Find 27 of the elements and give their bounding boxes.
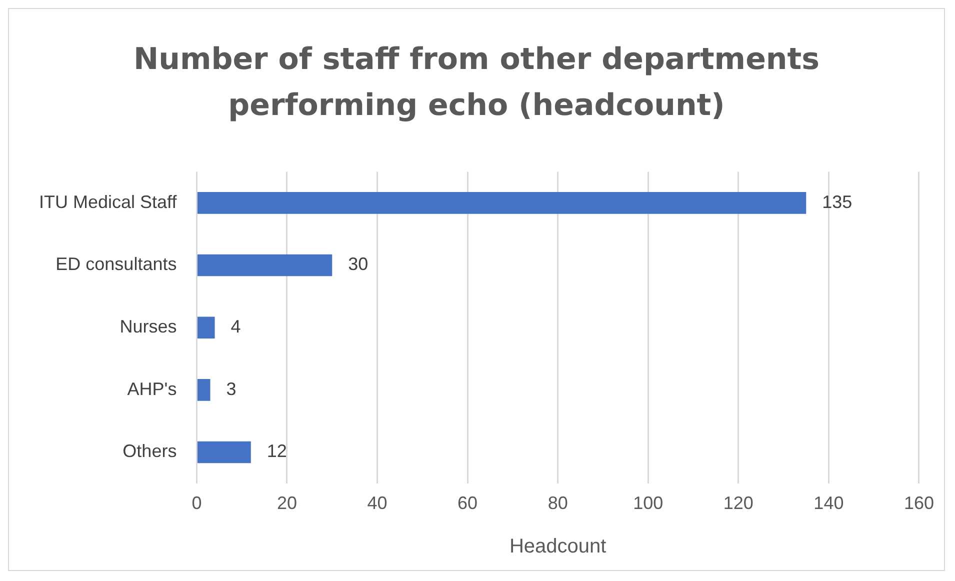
data-label: 30 — [348, 254, 368, 274]
bar — [197, 379, 210, 401]
x-tick-label: 140 — [814, 493, 844, 514]
y-tick-label: Others — [122, 441, 177, 462]
x-tick-label: 80 — [548, 493, 568, 514]
x-tick-label: 100 — [633, 493, 664, 514]
x-axis-title: Headcount — [509, 536, 607, 558]
x-tick-label: 0 — [192, 493, 202, 514]
bar — [197, 254, 332, 276]
chart-title: Number of staff from other departments performing echo (headcount) — [132, 41, 820, 125]
data-label: 12 — [266, 441, 287, 462]
bar — [197, 316, 215, 339]
x-tick-label: 60 — [458, 493, 478, 514]
frame: Number of staff from other departments performing echo (headcount) Headcount 0 20 40 60 80 100 120 140 160 ITU Medical Staff ED consultants Nurses AHP's Others 135 30 4 3 12 — [8, 8, 945, 571]
bar — [197, 192, 806, 214]
data-label: 3 — [226, 378, 236, 399]
data-label: 135 — [822, 192, 852, 212]
y-tick-label: ED consultants — [56, 254, 177, 274]
bar — [197, 441, 251, 464]
y-tick-label: ITU Medical Staff — [38, 192, 178, 212]
data-label: 4 — [230, 316, 241, 337]
x-tick-label: 160 — [904, 493, 934, 514]
x-tick-label: 20 — [276, 493, 298, 514]
y-tick-label: AHP's — [127, 378, 177, 399]
x-tick-label: 40 — [367, 493, 388, 514]
y-tick-label: Nurses — [120, 316, 177, 337]
x-tick-label: 120 — [723, 493, 754, 514]
